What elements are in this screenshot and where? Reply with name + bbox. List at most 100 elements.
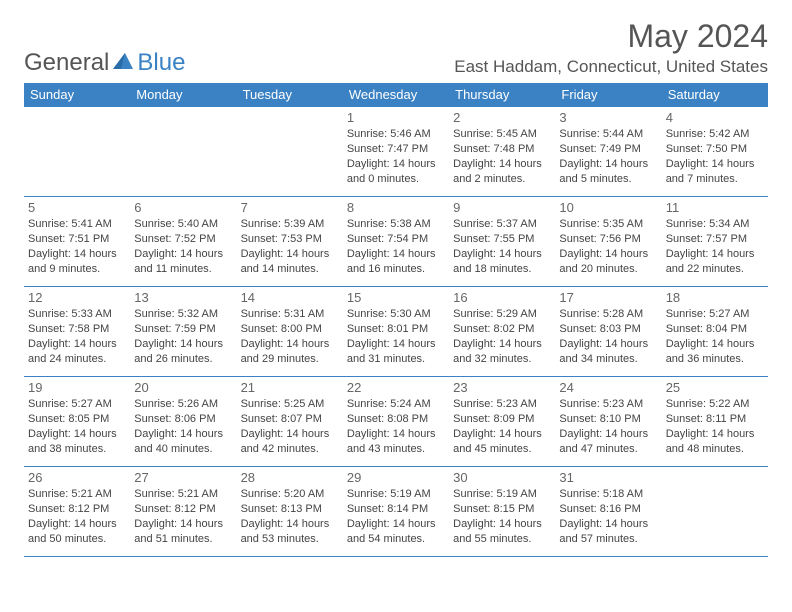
daylight-line: Daylight: 14 hours and 7 minutes. — [666, 157, 764, 187]
daylight-line: Daylight: 14 hours and 20 minutes. — [559, 247, 657, 277]
daylight-line: Daylight: 14 hours and 0 minutes. — [347, 157, 445, 187]
sunrise-line: Sunrise: 5:32 AM — [134, 307, 232, 322]
sunrise-line: Sunrise: 5:20 AM — [241, 487, 339, 502]
sunset-line: Sunset: 8:15 PM — [453, 502, 551, 517]
day-number: 31 — [559, 470, 657, 485]
day-number: 29 — [347, 470, 445, 485]
sunrise-line: Sunrise: 5:27 AM — [28, 397, 126, 412]
daylight-line: Daylight: 14 hours and 11 minutes. — [134, 247, 232, 277]
calendar-cell: 4Sunrise: 5:42 AMSunset: 7:50 PMDaylight… — [662, 107, 768, 197]
day-number: 30 — [453, 470, 551, 485]
day-number: 8 — [347, 200, 445, 215]
sunset-line: Sunset: 8:16 PM — [559, 502, 657, 517]
daylight-line: Daylight: 14 hours and 36 minutes. — [666, 337, 764, 367]
logo-sail-icon — [111, 51, 135, 76]
calendar-cell: 10Sunrise: 5:35 AMSunset: 7:56 PMDayligh… — [555, 197, 661, 287]
logo-text-blue: Blue — [137, 49, 185, 77]
day-header: Sunday — [24, 83, 130, 107]
sunset-line: Sunset: 8:13 PM — [241, 502, 339, 517]
day-number: 25 — [666, 380, 764, 395]
sunrise-line: Sunrise: 5:44 AM — [559, 127, 657, 142]
day-number: 4 — [666, 110, 764, 125]
calendar-cell: 16Sunrise: 5:29 AMSunset: 8:02 PMDayligh… — [449, 287, 555, 377]
day-number: 11 — [666, 200, 764, 215]
sunrise-line: Sunrise: 5:29 AM — [453, 307, 551, 322]
title-block: May 2024 East Haddam, Connecticut, Unite… — [454, 18, 768, 77]
sunrise-line: Sunrise: 5:21 AM — [134, 487, 232, 502]
sunrise-line: Sunrise: 5:31 AM — [241, 307, 339, 322]
daylight-line: Daylight: 14 hours and 50 minutes. — [28, 517, 126, 547]
calendar-cell: 14Sunrise: 5:31 AMSunset: 8:00 PMDayligh… — [237, 287, 343, 377]
sunrise-line: Sunrise: 5:28 AM — [559, 307, 657, 322]
calendar-cell: 9Sunrise: 5:37 AMSunset: 7:55 PMDaylight… — [449, 197, 555, 287]
calendar-row: 19Sunrise: 5:27 AMSunset: 8:05 PMDayligh… — [24, 377, 768, 467]
sunrise-line: Sunrise: 5:21 AM — [28, 487, 126, 502]
day-number: 1 — [347, 110, 445, 125]
sunset-line: Sunset: 8:01 PM — [347, 322, 445, 337]
daylight-line: Daylight: 14 hours and 32 minutes. — [453, 337, 551, 367]
month-title: May 2024 — [454, 18, 768, 55]
daylight-line: Daylight: 14 hours and 48 minutes. — [666, 427, 764, 457]
calendar-row: 26Sunrise: 5:21 AMSunset: 8:12 PMDayligh… — [24, 467, 768, 557]
calendar-cell: 29Sunrise: 5:19 AMSunset: 8:14 PMDayligh… — [343, 467, 449, 557]
day-number: 2 — [453, 110, 551, 125]
sunset-line: Sunset: 7:47 PM — [347, 142, 445, 157]
day-number: 9 — [453, 200, 551, 215]
day-number: 20 — [134, 380, 232, 395]
sunset-line: Sunset: 8:09 PM — [453, 412, 551, 427]
logo-text-general: General — [24, 49, 109, 77]
calendar-cell — [130, 107, 236, 197]
day-header: Wednesday — [343, 83, 449, 107]
sunset-line: Sunset: 7:49 PM — [559, 142, 657, 157]
calendar-cell: 22Sunrise: 5:24 AMSunset: 8:08 PMDayligh… — [343, 377, 449, 467]
sunset-line: Sunset: 8:06 PM — [134, 412, 232, 427]
sunset-line: Sunset: 8:12 PM — [28, 502, 126, 517]
day-number: 21 — [241, 380, 339, 395]
sunset-line: Sunset: 8:10 PM — [559, 412, 657, 427]
calendar-cell: 2Sunrise: 5:45 AMSunset: 7:48 PMDaylight… — [449, 107, 555, 197]
daylight-line: Daylight: 14 hours and 5 minutes. — [559, 157, 657, 187]
sunrise-line: Sunrise: 5:30 AM — [347, 307, 445, 322]
day-number: 18 — [666, 290, 764, 305]
sunrise-line: Sunrise: 5:18 AM — [559, 487, 657, 502]
sunrise-line: Sunrise: 5:37 AM — [453, 217, 551, 232]
sunrise-line: Sunrise: 5:22 AM — [666, 397, 764, 412]
calendar-cell — [24, 107, 130, 197]
daylight-line: Daylight: 14 hours and 16 minutes. — [347, 247, 445, 277]
sunset-line: Sunset: 8:08 PM — [347, 412, 445, 427]
calendar-cell: 23Sunrise: 5:23 AMSunset: 8:09 PMDayligh… — [449, 377, 555, 467]
calendar-cell: 8 Sunrise: 5:38 AMSunset: 7:54 PMDaylight… — [343, 197, 449, 287]
sunrise-line: Sunrise: 5:19 AM — [347, 487, 445, 502]
sunrise-line: Sunrise: 5:38 AM — [347, 217, 445, 232]
sunset-line: Sunset: 7:52 PM — [134, 232, 232, 247]
sunset-line: Sunset: 8:12 PM — [134, 502, 232, 517]
day-number: 15 — [347, 290, 445, 305]
daylight-line: Daylight: 14 hours and 43 minutes. — [347, 427, 445, 457]
sunset-line: Sunset: 7:55 PM — [453, 232, 551, 247]
sunset-line: Sunset: 8:03 PM — [559, 322, 657, 337]
day-number: 13 — [134, 290, 232, 305]
calendar-cell: 26 Sunrise: 5:21 AMSunset: 8:12 PMDayligh… — [24, 467, 130, 557]
daylight-line: Daylight: 14 hours and 29 minutes. — [241, 337, 339, 367]
day-number: 5 — [28, 200, 126, 215]
calendar-cell: 24Sunrise: 5:23 AMSunset: 8:10 PMDayligh… — [555, 377, 661, 467]
day-number: 17 — [559, 290, 657, 305]
calendar-table: Sunday Monday Tuesday Wednesday Thursday… — [24, 83, 768, 557]
sunrise-line: Sunrise: 5:45 AM — [453, 127, 551, 142]
daylight-line: Daylight: 14 hours and 14 minutes. — [241, 247, 339, 277]
sunrise-line: Sunrise: 5:34 AM — [666, 217, 764, 232]
daylight-line: Daylight: 14 hours and 40 minutes. — [134, 427, 232, 457]
day-header: Thursday — [449, 83, 555, 107]
day-number: 28 — [241, 470, 339, 485]
calendar-body: 1Sunrise: 5:46 AMSunset: 7:47 PMDaylight… — [24, 107, 768, 557]
calendar-cell: 6Sunrise: 5:40 AMSunset: 7:52 PMDaylight… — [130, 197, 236, 287]
sunrise-line: Sunrise: 5:25 AM — [241, 397, 339, 412]
sunset-line: Sunset: 7:54 PM — [347, 232, 445, 247]
day-header: Friday — [555, 83, 661, 107]
sunset-line: Sunset: 8:00 PM — [241, 322, 339, 337]
sunrise-line: Sunrise: 5:19 AM — [453, 487, 551, 502]
calendar-row: 5Sunrise: 5:41 AMSunset: 7:51 PMDaylight… — [24, 197, 768, 287]
day-number: 26 — [28, 470, 126, 485]
sunset-line: Sunset: 7:58 PM — [28, 322, 126, 337]
sunset-line: Sunset: 7:59 PM — [134, 322, 232, 337]
